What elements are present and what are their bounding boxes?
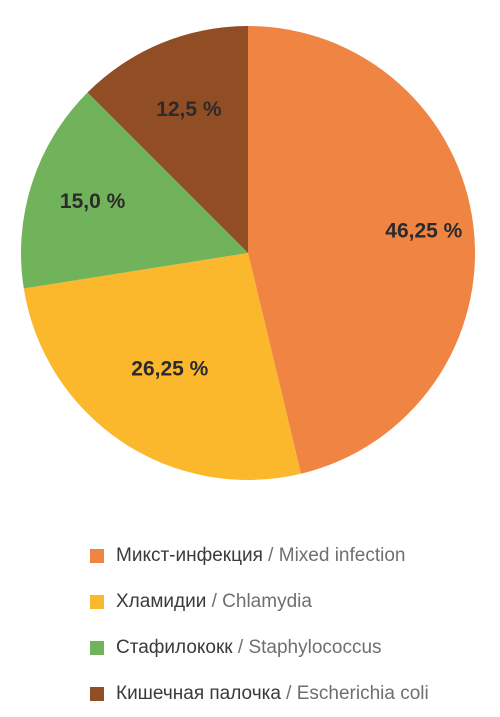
legend-swatch (90, 687, 104, 701)
pie-slice-staphylococcus (20, 92, 248, 289)
legend-swatch (90, 549, 104, 563)
pie-slice-escherichia-coli (87, 26, 249, 253)
legend-item-mixed-infection: Микст-инфекция / Mixed infection (90, 533, 429, 579)
legend-swatch (90, 595, 104, 609)
legend-swatch (90, 641, 104, 655)
legend-label-en: Staphylococcus (248, 637, 382, 658)
legend-item-chlamydia: Хламидии / Chlamydia (90, 579, 429, 625)
slice-value-label: 46,25 % (385, 220, 462, 243)
legend-label-ru: Кишечная палочка (116, 683, 281, 704)
pie-slice-mixed-infection (248, 26, 476, 474)
legend: Микст-инфекция / Mixed infection Хламиди… (90, 533, 429, 717)
legend-label-en: Mixed infection (278, 545, 406, 566)
legend-item-escherichia-coli: Кишечная палочка / Escherichia coli (90, 671, 429, 717)
legend-item-staphylococcus: Стафилококк / Staphylococcus (90, 625, 429, 671)
legend-label-ru: Стафилококк (116, 637, 233, 658)
legend-label-en: Escherichia coli (296, 683, 429, 704)
pie-value-labels: 46,25 % 26,25 % 15,0 % 12,5 % (60, 98, 463, 381)
slice-value-label: 12,5 % (156, 98, 222, 121)
pie-slices (20, 26, 476, 481)
legend-label-en: Chlamydia (222, 591, 312, 612)
legend-separator: / (280, 683, 297, 704)
legend-separator: / (232, 637, 249, 658)
pie-slice-chlamydia (23, 253, 301, 481)
slice-value-label: 26,25 % (131, 358, 208, 381)
legend-separator: / (206, 591, 223, 612)
legend-label-ru: Микст-инфекция (116, 545, 263, 566)
legend-separator: / (262, 545, 279, 566)
legend-label-ru: Хламидии (116, 591, 207, 612)
slice-value-label: 15,0 % (60, 190, 126, 213)
